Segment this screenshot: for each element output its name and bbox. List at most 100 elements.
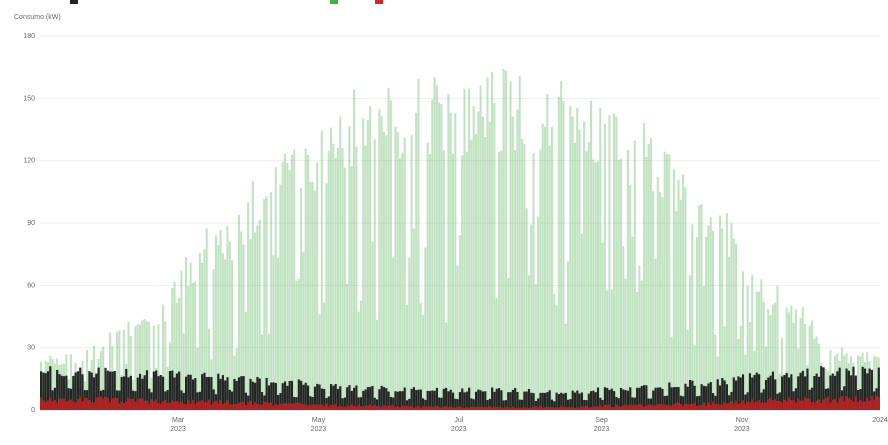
- grid-import-bar: [778, 401, 782, 410]
- grid-import-bar: [304, 404, 307, 410]
- grid-import-bar: [514, 407, 517, 410]
- grid-import-bar: [318, 404, 321, 410]
- consumption-bar: [534, 400, 537, 410]
- x-tick-label: Jul: [454, 417, 463, 424]
- grid-import-bar: [189, 403, 192, 410]
- consumption-bar: [286, 385, 289, 410]
- grid-import-bar: [831, 399, 834, 410]
- consumption-bar: [670, 387, 673, 410]
- grid-import-bar: [771, 400, 775, 410]
- grid-import-bar: [401, 405, 404, 410]
- solar-bar: [603, 123, 606, 410]
- consumption-bar: [138, 373, 142, 410]
- solar-bar: [799, 317, 802, 410]
- solar-bar: [369, 105, 372, 410]
- grid-import-bar: [141, 398, 144, 410]
- grid-import-bar: [631, 405, 634, 410]
- solar-bar: [518, 75, 521, 411]
- grid-import-bar: [120, 401, 123, 410]
- solar-bar: [325, 183, 328, 410]
- grid-import-bar: [642, 406, 646, 410]
- consumption-bar: [583, 399, 586, 410]
- solar-bar: [129, 336, 132, 410]
- grid-import-bar: [647, 404, 650, 410]
- grid-import-bar: [138, 398, 142, 410]
- solar-bar: [509, 81, 512, 411]
- grid-import-bar: [486, 406, 489, 410]
- grid-import-bar: [594, 406, 597, 410]
- consumption-bar: [51, 390, 54, 410]
- grid-import-bar: [686, 404, 689, 410]
- consumption-bar: [831, 373, 834, 410]
- consumption-bar: [159, 374, 162, 410]
- consumption-bar: [868, 368, 871, 410]
- grid-import-bar: [656, 403, 660, 410]
- solar-bar: [675, 211, 678, 410]
- consumption-bar: [380, 385, 383, 410]
- solar-bar: [219, 230, 222, 410]
- solar-bar: [265, 196, 268, 410]
- consumption-bar: [539, 392, 542, 410]
- consumption-bar: [592, 390, 595, 410]
- solar-bar: [401, 153, 404, 410]
- solar-bar: [260, 334, 264, 410]
- grid-import-bar: [859, 400, 862, 410]
- grid-import-bar: [797, 398, 800, 410]
- consumption-bar: [244, 392, 248, 410]
- grid-import-bar: [426, 406, 429, 410]
- consumption-bar: [707, 383, 710, 410]
- consumption-bar: [76, 371, 80, 410]
- solar-bar: [258, 219, 261, 410]
- grid-import-bar: [491, 407, 494, 410]
- grid-import-bar: [300, 403, 303, 410]
- consumption-bar: [279, 393, 282, 410]
- x-tick-sublabel: 2023: [311, 426, 327, 433]
- grid-import-bar: [92, 402, 96, 410]
- consumption-bar: [797, 376, 800, 410]
- grid-import-bar: [824, 397, 828, 410]
- solar-bar: [693, 345, 696, 410]
- consumption-bar: [422, 398, 425, 410]
- consumption-bar: [270, 382, 273, 410]
- x-tick-label: 2024: [872, 417, 888, 424]
- grid-import-bar: [205, 402, 208, 410]
- consumption-bar: [72, 375, 75, 410]
- solar-bar: [366, 120, 369, 410]
- grid-import-bar: [633, 404, 637, 410]
- grid-import-bar: [608, 404, 611, 410]
- grid-import-bar: [544, 407, 547, 410]
- solar-bar: [594, 162, 597, 410]
- grid-import-bar: [369, 404, 372, 410]
- solar-bar: [856, 355, 860, 410]
- consumption-bar: [794, 388, 798, 410]
- consumption-bar: [767, 377, 770, 410]
- solar-bar: [286, 162, 289, 410]
- grid-import-bar: [746, 401, 749, 410]
- solar-bar: [102, 346, 105, 410]
- grid-import-bar: [877, 397, 880, 410]
- grid-import-bar: [712, 401, 715, 410]
- solar-bar: [152, 325, 155, 410]
- grid-import-bar: [817, 399, 821, 410]
- consumption-bar: [810, 387, 814, 410]
- grid-import-bar: [488, 406, 492, 410]
- solar-bar: [201, 262, 204, 410]
- grid-import-bar: [187, 400, 190, 410]
- grid-import-bar: [217, 403, 220, 410]
- grid-import-bar: [783, 399, 786, 410]
- solar-bar: [231, 260, 234, 410]
- y-tick-label: 60: [27, 282, 35, 289]
- grid-import-bar: [72, 401, 75, 410]
- solar-bar: [352, 89, 356, 411]
- solar-bar: [442, 150, 445, 410]
- grid-import-bar: [495, 406, 498, 410]
- grid-import-bar: [325, 403, 328, 410]
- solar-bar: [645, 157, 648, 410]
- solar-bar: [511, 116, 514, 411]
- consumption-bar: [97, 367, 100, 410]
- solar-series: [40, 68, 880, 411]
- solar-bar: [686, 329, 689, 410]
- grid-import-bar: [83, 397, 87, 410]
- consumption-bar: [544, 392, 547, 410]
- solar-bar: [744, 354, 747, 410]
